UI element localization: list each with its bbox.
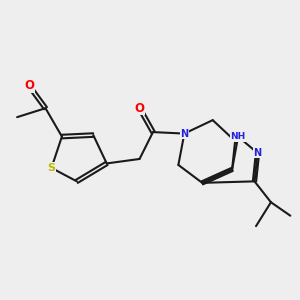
Text: N: N — [180, 129, 188, 139]
Text: O: O — [134, 102, 145, 115]
Text: NH: NH — [230, 132, 246, 141]
Text: N: N — [254, 148, 262, 158]
Text: O: O — [24, 79, 34, 92]
Text: S: S — [47, 163, 56, 173]
